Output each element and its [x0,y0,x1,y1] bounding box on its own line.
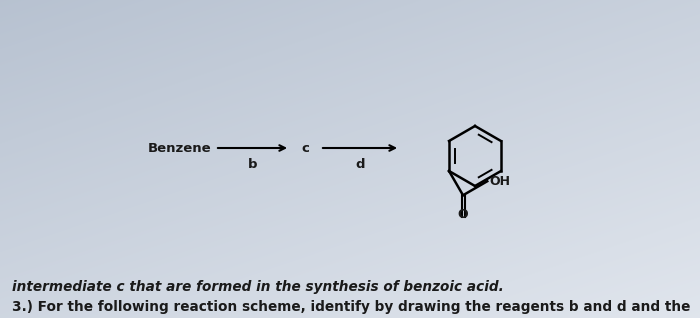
Text: 3.) For the following reaction scheme, identify by drawing the reagents b and d : 3.) For the following reaction scheme, i… [12,300,690,314]
Text: b: b [248,157,258,170]
Text: c: c [301,142,309,155]
Text: intermediate c that are formed in the synthesis of benzoic acid.: intermediate c that are formed in the sy… [12,280,504,294]
Text: d: d [355,157,365,170]
Text: OH: OH [489,175,510,188]
Text: O: O [458,208,468,221]
Text: Benzene: Benzene [148,142,212,155]
